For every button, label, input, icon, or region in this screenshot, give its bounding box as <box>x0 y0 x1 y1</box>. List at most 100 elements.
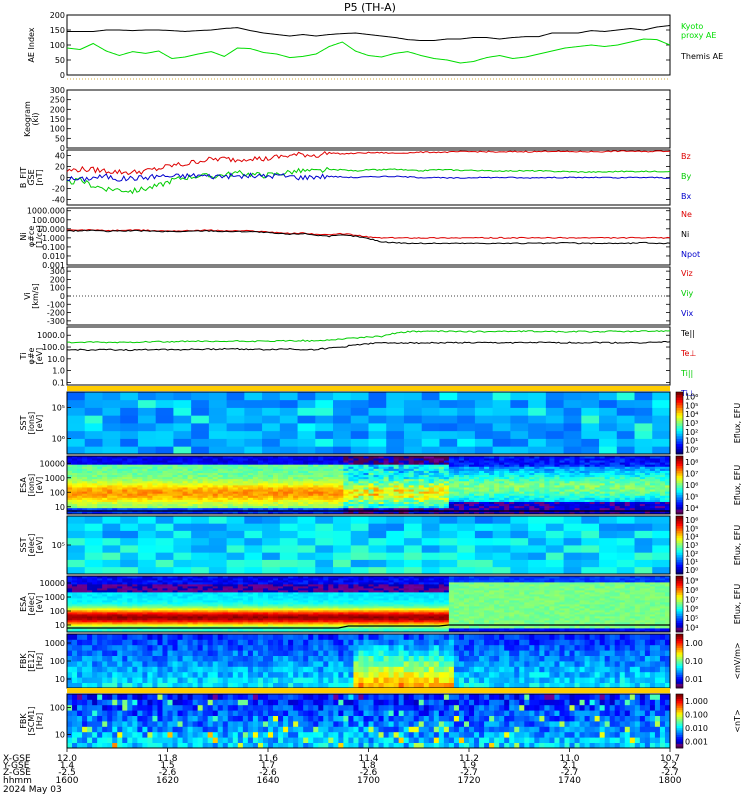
spectrogram-cell <box>162 578 168 581</box>
spectrogram-cell <box>278 464 284 467</box>
spectrogram-cell <box>313 482 319 486</box>
colorbar-segment <box>676 489 683 493</box>
spectrogram-cell <box>318 511 324 515</box>
spectrogram-cell <box>197 462 204 465</box>
spectrogram-cell <box>499 503 505 507</box>
spectrogram-cell <box>479 501 485 505</box>
spectrogram-cell <box>554 507 560 511</box>
spectrogram-cell <box>599 464 606 467</box>
spectrogram-cell <box>279 423 298 432</box>
spectrogram-cell <box>172 580 178 583</box>
spectrogram-cell <box>659 464 666 467</box>
spectrogram-cell <box>438 456 445 459</box>
spectrogram-cell <box>202 600 209 603</box>
spectrogram-cell <box>202 578 209 581</box>
spectrogram-cell <box>167 590 173 593</box>
spectrogram-cell <box>298 466 304 469</box>
spectrogram-cell <box>237 466 244 469</box>
spectrogram-cell <box>545 559 564 568</box>
spectrogram-cell <box>654 503 661 507</box>
spectrogram-cell <box>549 480 555 484</box>
spectrogram-cell <box>77 580 83 583</box>
spectrogram-cell <box>659 476 666 480</box>
spectrogram-cell <box>469 489 475 492</box>
spectrogram-cell <box>574 501 580 505</box>
spectrogram-cell <box>383 489 390 492</box>
spectrogram-cell <box>386 545 405 553</box>
spectrogram-cell <box>177 458 183 461</box>
spectrogram-cell <box>84 446 103 455</box>
spectrogram-cell <box>207 624 214 627</box>
spectrogram-cell <box>388 487 395 490</box>
spectrogram-cell <box>353 493 359 496</box>
spectrogram-cell <box>112 610 118 613</box>
spectrogram-cell <box>654 507 661 511</box>
spectrogram-cell <box>474 415 494 424</box>
spectrogram-cell <box>283 470 289 473</box>
spectrogram-cell <box>147 582 153 585</box>
spectrogram-cell <box>247 456 254 459</box>
spectrogram-cell <box>147 586 153 589</box>
spectrogram-cell <box>363 476 369 480</box>
series-line <box>66 172 671 183</box>
spectrogram-cell <box>644 497 651 500</box>
spectrogram-cell <box>448 458 455 461</box>
colorbar-segment <box>676 451 683 455</box>
spectrogram-cell <box>333 530 352 539</box>
spectrogram-cell <box>433 480 440 484</box>
spectrogram-cell <box>157 478 163 482</box>
spectrogram-cell <box>504 507 510 511</box>
spectrogram-cell <box>72 499 78 502</box>
spectrogram-cell <box>87 606 93 609</box>
spectrogram-cell <box>147 474 153 478</box>
spectrogram-cell <box>664 456 671 459</box>
spectrogram-cell <box>514 472 520 476</box>
spectrogram-cell <box>87 598 93 601</box>
spectrogram-cell <box>428 495 435 498</box>
spectrogram-cell <box>273 480 279 484</box>
spectrogram-cell <box>252 460 259 463</box>
spectrogram-cell <box>142 630 148 633</box>
spectrogram-cell <box>489 495 495 498</box>
colorbar-segment <box>676 559 683 563</box>
spectrogram-cell <box>589 466 596 469</box>
spectrogram-cell <box>207 472 214 476</box>
spectrogram-cell <box>192 582 199 585</box>
spectrogram-cell <box>162 594 168 597</box>
spectrogram-cell <box>217 466 224 469</box>
spectrogram-cell <box>421 537 440 546</box>
colorbar-tick-label: 10⁰ <box>685 566 698 575</box>
colorbar-segment <box>676 492 683 496</box>
spectrogram-cell <box>222 493 229 496</box>
spectrogram-cell <box>192 610 199 613</box>
spectrogram-cell <box>252 505 259 509</box>
spectrogram-cell <box>92 626 98 629</box>
spectrogram-cell <box>173 530 192 539</box>
spectrogram-cell <box>217 505 224 509</box>
spectrogram-cell <box>458 476 465 480</box>
spectrogram-cell <box>257 489 264 492</box>
spectrogram-cell <box>549 505 555 509</box>
spectrogram-cell <box>72 606 78 609</box>
spectrogram-cell <box>208 423 228 432</box>
spectrogram-cell <box>232 470 239 473</box>
spectrogram-cell <box>428 464 435 467</box>
spectrogram-cell <box>604 464 611 467</box>
spectrogram-cell <box>378 489 384 492</box>
spectrogram-cell <box>212 480 219 484</box>
spectrogram-cell <box>137 503 143 507</box>
spectrogram-cell <box>458 487 465 490</box>
spectrogram-cell <box>257 464 264 467</box>
spectrogram-cell <box>604 458 611 461</box>
spectrogram-cell <box>117 503 123 507</box>
spectrogram-cell <box>77 576 83 579</box>
spectrogram-cell <box>252 503 259 507</box>
spectrogram-cell <box>247 468 254 471</box>
spectrogram-cell <box>67 446 86 455</box>
spectrogram-cell <box>187 582 194 585</box>
spectrogram-cell <box>84 559 103 568</box>
spectrogram-cell <box>172 596 178 599</box>
spectrogram-cell <box>549 468 555 471</box>
spectrogram-cell <box>303 466 309 469</box>
spectrogram-cell <box>619 466 626 469</box>
